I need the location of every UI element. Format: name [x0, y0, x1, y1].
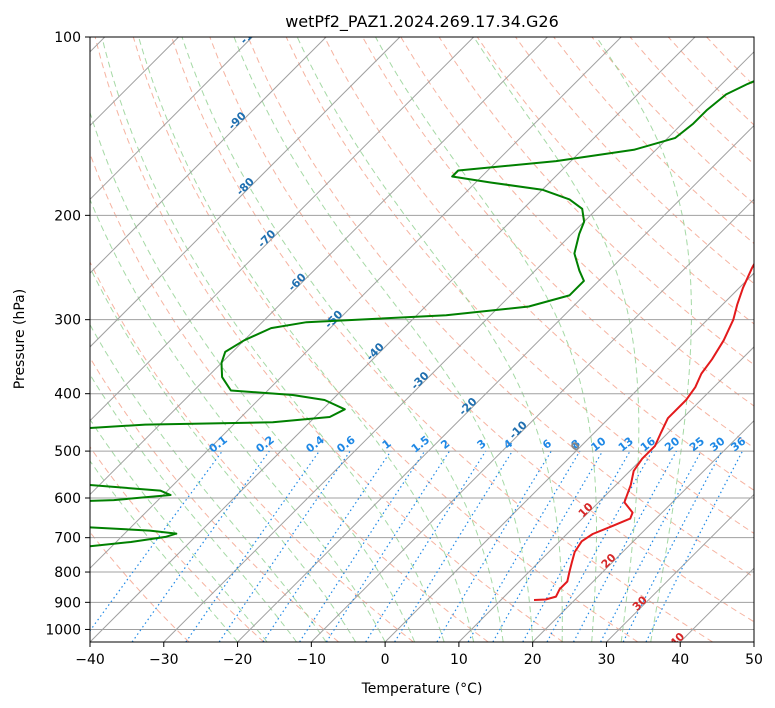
mixing-ratio-line — [572, 450, 677, 642]
moist-adiabat — [296, 37, 563, 642]
x-tick-label: 10 — [450, 652, 468, 668]
dry-adiabat — [171, 37, 713, 642]
dewpoint-profile — [90, 80, 754, 548]
dry-adiabat — [132, 37, 639, 642]
isotherm-line — [237, 124, 754, 642]
isotherm-line — [606, 493, 754, 642]
plot-frame — [89, 36, 755, 643]
isotherm-line — [90, 37, 696, 642]
mixing-ratio-line — [185, 450, 320, 642]
dry-adiabat — [247, 37, 754, 578]
moist-adiabat — [181, 37, 504, 642]
profile-lines — [90, 80, 754, 601]
mixing-ratio-line — [299, 450, 426, 642]
dry-adiabat — [515, 37, 754, 285]
y-tick-label: 600 — [54, 491, 81, 507]
dry-adiabat — [438, 37, 754, 366]
isotherm-line — [90, 37, 327, 274]
x-axis-title: Temperature (°C) — [361, 681, 483, 697]
temperature-profile — [533, 262, 754, 601]
x-tick-label: 50 — [745, 652, 763, 668]
isotherm-line — [532, 419, 754, 642]
moist-adiabat — [375, 37, 597, 642]
mixing-ratio-line — [467, 450, 581, 642]
x-tick-label: −40 — [75, 652, 105, 668]
dry-adiabat — [94, 37, 564, 642]
moist-adiabat — [90, 111, 416, 642]
mixing-ratio-line — [394, 450, 513, 642]
moist-adiabat — [90, 266, 357, 642]
x-tick-label: 30 — [598, 652, 616, 668]
dry-adiabat — [90, 260, 414, 642]
dry-adiabat — [285, 37, 754, 535]
y-tick-label: 400 — [54, 387, 81, 403]
mixing-ratio-line — [218, 450, 351, 642]
moist-adiabat — [90, 418, 268, 642]
moist-adiabat — [595, 37, 692, 642]
moist-adiabat — [90, 460, 238, 642]
mixing-ratio-line — [262, 450, 392, 642]
isotherm-line — [90, 37, 253, 201]
y-tick-label: 300 — [54, 313, 81, 329]
moist-adiabat — [138, 37, 475, 642]
y-tick-label: 100 — [54, 30, 81, 46]
isotherm-line — [90, 37, 475, 422]
dry-adiabat — [209, 37, 754, 623]
isotherm-line — [90, 37, 622, 569]
isotherm-line — [310, 198, 754, 642]
moist-adiabat — [473, 37, 640, 642]
mixing-ratio-line — [365, 450, 487, 642]
x-tick-label: −10 — [297, 652, 327, 668]
isotherm-line — [458, 346, 754, 642]
y-tick-label: 500 — [54, 444, 81, 460]
isotherm-line — [163, 51, 754, 642]
mixing-ratio-line — [325, 450, 450, 642]
x-tick-label: −30 — [149, 652, 179, 668]
x-tick-label: 40 — [671, 652, 689, 668]
isotherm-line — [384, 272, 754, 642]
mixing-ratio-line — [436, 450, 552, 642]
y-tick-label: 800 — [54, 565, 81, 581]
y-tick-label: 1000 — [45, 622, 81, 638]
y-tick-label: 200 — [54, 208, 81, 224]
chart-title: wetPf2_PAZ1.2024.269.17.34.G26 — [285, 12, 559, 32]
background-lines — [90, 37, 754, 642]
x-tick-label: 20 — [524, 652, 542, 668]
dry-adiabat — [476, 37, 754, 325]
moist-adiabat — [102, 41, 445, 642]
isotherm-line — [90, 37, 401, 348]
moist-adiabat — [90, 198, 386, 642]
dry-adiabat — [323, 37, 754, 491]
x-tick-label: −20 — [223, 652, 253, 668]
axes: −40 −30 −20 −10 0 10 20 30 40 50 1000 900 800 700 600 5… — [45, 30, 763, 668]
y-tick-label: 900 — [54, 595, 81, 611]
mixing-ratio-line — [131, 450, 270, 642]
y-axis-title: Pressure (hPa) — [12, 289, 28, 389]
x-tick-label: 0 — [381, 652, 390, 668]
y-tick-label: 700 — [54, 531, 81, 547]
